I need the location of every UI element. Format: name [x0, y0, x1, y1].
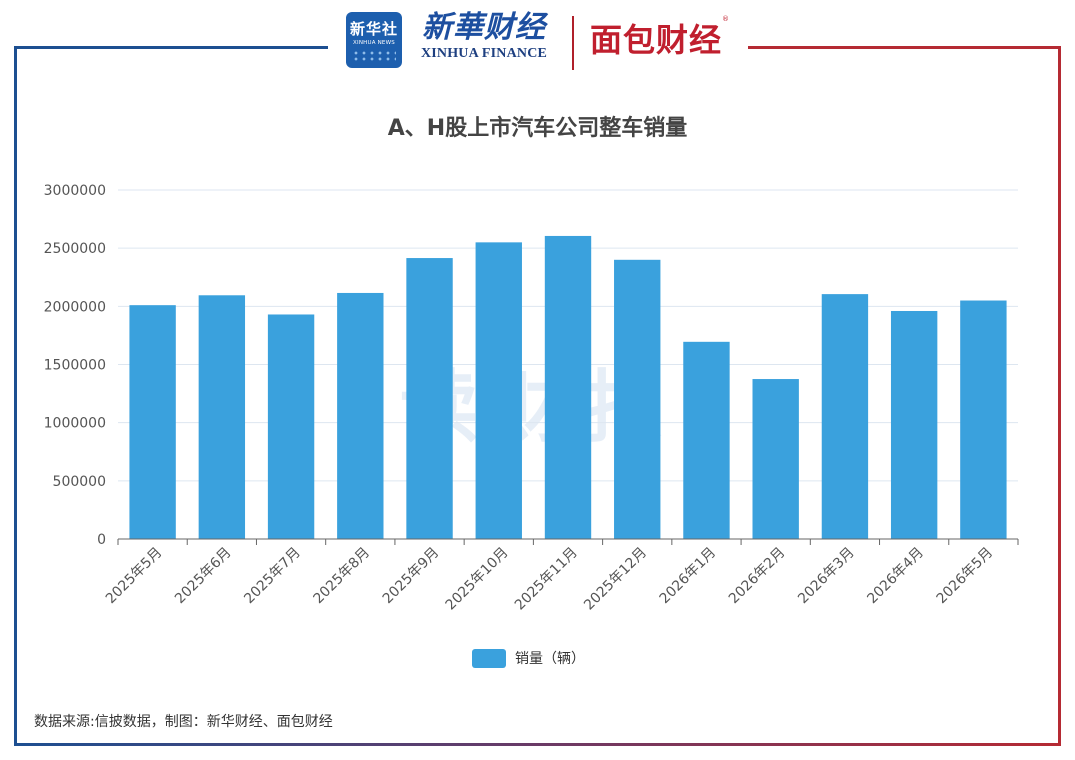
bar [960, 300, 1007, 539]
y-tick-label: 2500000 [44, 241, 106, 257]
x-tick-label: 2026年1月 [657, 545, 720, 608]
x-tick-label: 2025年7月 [241, 545, 304, 608]
legend[interactable]: 销量（辆） [472, 648, 585, 668]
xinhua-news-logo: 新华社 XINHUA NEWS [346, 12, 402, 68]
bar-layer [129, 235, 1007, 539]
legend-label: 销量（辆） [515, 651, 585, 667]
source-note: 数据来源:信披数据，制图：新华财经、面包财经 [34, 714, 333, 730]
y-tick-label: 1000000 [44, 416, 106, 432]
x-tick-label: 2025年6月 [172, 545, 235, 608]
x-tick-label: 2026年5月 [934, 545, 997, 608]
logo-divider [572, 16, 574, 70]
frame-bottom-line [14, 743, 1061, 746]
x-tick-label: 2026年4月 [864, 545, 927, 608]
bar [544, 235, 592, 539]
x-tick-label: 2025年5月 [103, 545, 166, 608]
bar [198, 295, 246, 539]
bar [614, 259, 661, 539]
bar [890, 310, 938, 539]
x-tick-label: 2025年11月 [512, 545, 581, 614]
xinhua-badge-en: XINHUA NEWS [353, 40, 395, 46]
header: 新华社 XINHUA NEWS 新華财经 XINHUA FINANCE 面包财经… [0, 0, 1075, 80]
y-tick-label: 2000000 [44, 299, 106, 315]
frame-left-line [14, 46, 17, 746]
x-tick-label: 2026年2月 [726, 545, 789, 608]
xinhua-badge-cn: 新华社 [349, 20, 398, 38]
frame-right-line [1058, 46, 1061, 746]
mianbao-finance-logo: 面包财经 [590, 21, 723, 59]
xinhua-finance-cn: 新華财经 [422, 10, 546, 45]
x-tick-label: 2025年8月 [311, 545, 374, 608]
bar [752, 379, 799, 539]
bar [475, 242, 522, 539]
y-tick-label: 1500000 [44, 358, 106, 374]
bar [267, 314, 315, 539]
bar [337, 292, 384, 539]
bar [821, 294, 869, 539]
x-tick-label: 2025年10月 [443, 545, 512, 614]
y-tick-label: 3000000 [44, 183, 106, 199]
y-tick-label: 500000 [53, 474, 106, 490]
frame-top-right-line [748, 46, 1061, 49]
x-tick-label: 2025年9月 [380, 545, 443, 608]
chart-title: A、H股上市汽车公司整车销量 [387, 116, 688, 141]
xinhua-finance-logo: 新華财经 XINHUA FINANCE [414, 10, 554, 62]
bar [683, 341, 730, 539]
x-tick-label: 2025年12月 [581, 545, 650, 614]
x-tick-label: 2026年3月 [795, 545, 858, 608]
bar [129, 305, 176, 539]
bar [406, 258, 453, 539]
frame-top-left-line [14, 46, 328, 49]
network-dots-icon [352, 50, 396, 62]
xinhua-finance-en: XINHUA FINANCE [420, 46, 548, 61]
registered-mark: ® [722, 15, 729, 23]
y-tick-label: 0 [97, 532, 106, 548]
legend-swatch [472, 648, 506, 668]
axis-layer: 0 500000 1000000 1500000 2000000 2500000 30000… [44, 183, 1019, 614]
